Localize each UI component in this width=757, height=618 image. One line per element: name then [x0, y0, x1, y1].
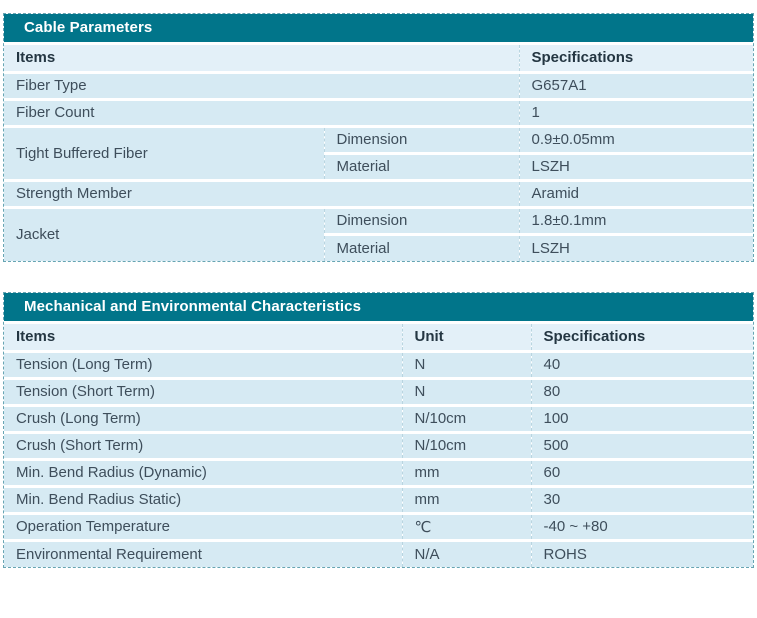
- cell-unit: N: [401, 349, 531, 378]
- cable-parameters-grid: Items Specifications Fiber Type G657A1 F…: [4, 45, 753, 261]
- table-row: Crush (Long Term) N/10cm 100: [4, 403, 753, 432]
- cell-item: Fiber Count: [4, 97, 519, 126]
- cell-spec: LSZH: [518, 232, 753, 261]
- table-row: Tension (Long Term) N 40: [4, 349, 753, 378]
- cell-subitem: Material: [323, 232, 519, 261]
- column-header-specifications: Specifications: [530, 324, 753, 351]
- cell-unit: N/10cm: [401, 403, 531, 432]
- cell-item: Crush (Long Term): [4, 403, 402, 432]
- cell-unit: N/10cm: [401, 430, 531, 459]
- table-header-row: Items Specifications: [4, 45, 753, 72]
- table-row: Tight Buffered Fiber Dimension 0.9±0.05m…: [4, 124, 753, 180]
- cell-spec: LSZH: [518, 151, 753, 180]
- table-row: Min. Bend Radius (Dynamic) mm 60: [4, 457, 753, 486]
- cell-item: Tight Buffered Fiber: [4, 124, 324, 180]
- cell-spec: 1.8±0.1mm: [518, 205, 753, 234]
- cell-unit: N: [401, 376, 531, 405]
- cell-subitem: Dimension: [323, 124, 519, 153]
- cell-subitem: Material: [323, 151, 519, 180]
- table-row: Tension (Short Term) N 80: [4, 376, 753, 405]
- cable-parameters-table: Cable Parameters Items Specifications Fi…: [3, 13, 754, 262]
- column-header-specifications: Specifications: [518, 45, 753, 72]
- table-header-row: Items Unit Specifications: [4, 324, 753, 351]
- column-header-items: Items: [4, 324, 402, 351]
- table-row: Strength Member Aramid: [4, 178, 753, 207]
- cell-item: Strength Member: [4, 178, 519, 207]
- cell-spec: 1: [518, 97, 753, 126]
- cell-subitem: Dimension: [323, 205, 519, 234]
- table-row: Environmental Requirement N/A ROHS: [4, 538, 753, 567]
- mechanical-environmental-title: Mechanical and Environmental Characteris…: [4, 293, 753, 321]
- cell-item: Fiber Type: [4, 70, 519, 99]
- cell-item: Jacket: [4, 205, 324, 261]
- cell-spec: 80: [530, 376, 753, 405]
- mechanical-environmental-table: Mechanical and Environmental Characteris…: [3, 292, 754, 568]
- cell-item: Tension (Long Term): [4, 349, 402, 378]
- mechanical-environmental-grid: Items Unit Specifications Tension (Long …: [4, 324, 753, 567]
- cell-spec: -40 ~ +80: [530, 511, 753, 540]
- cell-spec: G657A1: [518, 70, 753, 99]
- cell-item: Min. Bend Radius (Dynamic): [4, 457, 402, 486]
- cell-unit: ℃: [401, 511, 531, 540]
- table-row: Crush (Short Term) N/10cm 500: [4, 430, 753, 459]
- cell-spec: ROHS: [530, 538, 753, 567]
- cell-spec: 40: [530, 349, 753, 378]
- cell-item: Tension (Short Term): [4, 376, 402, 405]
- cell-spec: 500: [530, 430, 753, 459]
- cell-spec: 0.9±0.05mm: [518, 124, 753, 153]
- table-row: Fiber Type G657A1: [4, 70, 753, 99]
- table-row: Material LSZH: [4, 151, 753, 180]
- cell-unit: N/A: [401, 538, 531, 567]
- column-header-unit: Unit: [401, 324, 531, 351]
- table-row: Fiber Count 1: [4, 97, 753, 126]
- cell-unit: mm: [401, 457, 531, 486]
- table-row: Operation Temperature ℃ -40 ~ +80: [4, 511, 753, 540]
- cell-spec: 100: [530, 403, 753, 432]
- cell-item: Min. Bend Radius Static): [4, 484, 402, 513]
- cell-spec: 30: [530, 484, 753, 513]
- column-header-items: Items: [4, 45, 519, 72]
- cell-item: Crush (Short Term): [4, 430, 402, 459]
- cell-unit: mm: [401, 484, 531, 513]
- table-row: Material LSZH: [4, 232, 753, 261]
- table-row: Min. Bend Radius Static) mm 30: [4, 484, 753, 513]
- cell-item: Operation Temperature: [4, 511, 402, 540]
- cell-item: Environmental Requirement: [4, 538, 402, 567]
- table-row: Jacket Dimension 1.8±0.1mm: [4, 205, 753, 261]
- cell-spec: 60: [530, 457, 753, 486]
- cell-spec: Aramid: [518, 178, 753, 207]
- cable-parameters-title: Cable Parameters: [4, 14, 753, 42]
